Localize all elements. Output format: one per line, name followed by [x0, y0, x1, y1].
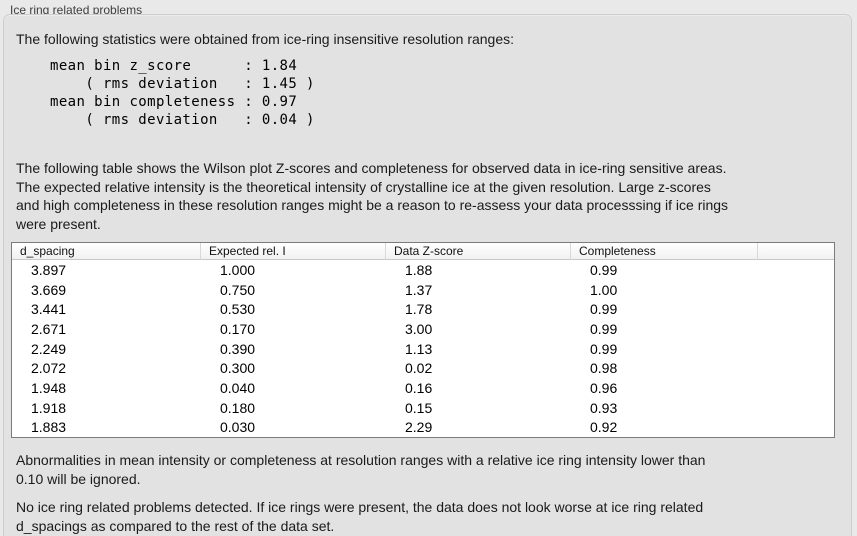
- table-cell: 1.948: [31, 379, 67, 396]
- table-cell: 0.170: [220, 320, 256, 337]
- table-cell-filler: [758, 280, 834, 300]
- table-cell: 1.00: [590, 281, 618, 298]
- table-cell: 0.99: [590, 261, 618, 278]
- intro-text: The following statistics were obtained f…: [16, 31, 515, 47]
- table-cell: 0.99: [590, 301, 618, 318]
- table-cell: 1.78: [405, 301, 433, 318]
- conclusion-text: No ice ring related problems detected. I…: [16, 499, 704, 534]
- table-cell: 0.300: [220, 360, 256, 377]
- table-row[interactable]: 3.897 1.000 1.88 0.99: [12, 260, 834, 280]
- table-cell: 0.030: [220, 419, 256, 436]
- table-cell: 0.530: [220, 301, 256, 318]
- table-cell: 1.13: [405, 340, 433, 357]
- table-cell: 3.441: [31, 301, 67, 318]
- table-cell-filler: [758, 339, 834, 359]
- table-row[interactable]: 3.669 0.750 1.37 1.00: [12, 280, 834, 300]
- table-header-row: d_spacing Expected rel. I Data Z-score Comp…: [12, 243, 834, 260]
- table-row[interactable]: 2.072 0.300 0.02 0.98: [12, 358, 834, 378]
- table-cell: 3.00: [405, 320, 433, 337]
- table-cell: 0.180: [220, 399, 256, 416]
- table-cell: 1.37: [405, 281, 433, 298]
- stats-block: mean bin z_score : 1.84 ( rms deviation …: [50, 58, 315, 128]
- table-cell: 1.883: [31, 419, 67, 436]
- table-cell: 3.897: [31, 261, 67, 278]
- ice-ring-panel: The following statistics were obtained f…: [3, 14, 852, 536]
- table-row[interactable]: 2.671 0.170 3.00 0.99: [12, 319, 834, 339]
- table-cell: 2.249: [31, 340, 67, 357]
- table-cell: 0.98: [590, 360, 618, 377]
- table-row[interactable]: 1.948 0.040 0.16 0.96: [12, 378, 834, 398]
- table-cell: 1.000: [220, 261, 256, 278]
- table-cell: 0.750: [220, 281, 256, 298]
- table-row[interactable]: 2.249 0.390 1.13 0.99: [12, 339, 834, 359]
- section-title: Ice ring related problems: [10, 3, 143, 17]
- column-header-data-z-score[interactable]: Data Z-score: [386, 243, 571, 260]
- ignore-note: Abnormalities in mean intensity or compl…: [16, 452, 706, 487]
- table-cell: 0.16: [405, 379, 433, 396]
- table-cell-filler: [758, 378, 834, 398]
- column-header-d-spacing[interactable]: d_spacing: [12, 243, 201, 260]
- table-cell: 0.96: [590, 379, 618, 396]
- table-cell: 0.390: [220, 340, 256, 357]
- column-header-expected-rel-i[interactable]: Expected rel. I: [201, 243, 386, 260]
- table-cell: 0.93: [590, 399, 618, 416]
- table-cell-filler: [758, 260, 834, 280]
- table-row[interactable]: 1.883 0.030 2.29 0.92: [12, 418, 834, 438]
- table-cell-filler: [758, 299, 834, 319]
- table-cell: 2.29: [405, 419, 433, 436]
- table-cell: 0.99: [590, 340, 618, 357]
- table-cell-filler: [758, 418, 834, 438]
- table-cell: 0.02: [405, 360, 433, 377]
- table-cell: 0.92: [590, 419, 618, 436]
- table-cell-filler: [758, 358, 834, 378]
- table-row[interactable]: 1.918 0.180 0.15 0.93: [12, 398, 834, 418]
- table-cell: 3.669: [31, 281, 67, 298]
- table-row[interactable]: 3.441 0.530 1.78 0.99: [12, 299, 834, 319]
- table-cell: 1.918: [31, 399, 67, 416]
- table-cell: 2.072: [31, 360, 67, 377]
- column-header-completeness[interactable]: Completeness: [571, 243, 758, 260]
- table-cell: 0.99: [590, 320, 618, 337]
- table-cell: 0.15: [405, 399, 433, 416]
- column-header-filler: [758, 243, 834, 260]
- table-description: The following table shows the Wilson plo…: [16, 160, 729, 232]
- table-cell: 0.040: [220, 379, 256, 396]
- table-cell: 2.671: [31, 320, 67, 337]
- ice-ring-table[interactable]: d_spacing Expected rel. I Data Z-score Comp…: [11, 242, 835, 439]
- table-cell: 1.88: [405, 261, 433, 278]
- table-cell-filler: [758, 319, 834, 339]
- table-cell-filler: [758, 398, 834, 418]
